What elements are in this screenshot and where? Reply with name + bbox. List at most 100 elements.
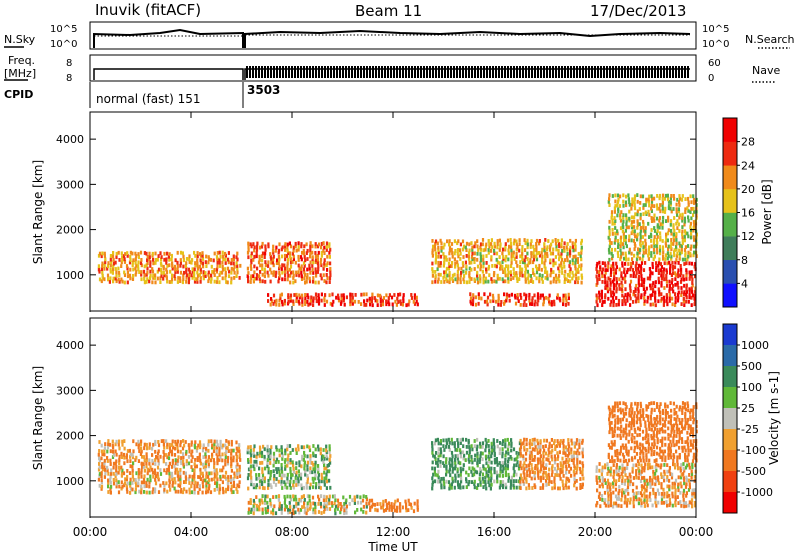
- velocity-cell: [163, 452, 166, 457]
- velocity-cell: [246, 476, 250, 481]
- velocity-cell: [221, 486, 224, 491]
- velocity-cell: [669, 446, 672, 451]
- power-cell: [654, 299, 657, 303]
- velocity-cell: [565, 476, 568, 481]
- power-cell: [687, 218, 690, 223]
- velocity-cell: [624, 497, 627, 502]
- velocity-cell: [181, 490, 185, 495]
- velocity-cell: [131, 464, 134, 469]
- velocity-cell: [613, 439, 616, 444]
- power-cell: [443, 270, 446, 275]
- velocity-cell: [456, 480, 460, 484]
- power-cell: [283, 277, 287, 282]
- velocity-colorbar-segment: [723, 429, 737, 451]
- power-cell: [670, 209, 673, 214]
- velocity-cell: [639, 401, 642, 406]
- velocity-cell: [579, 477, 582, 481]
- power-cell: [435, 255, 438, 259]
- power-cell: [103, 251, 106, 256]
- velocity-cell: [693, 503, 697, 508]
- velocity-cell: [680, 484, 683, 489]
- power-cell: [137, 255, 140, 260]
- power-cell: [226, 266, 230, 271]
- velocity-cell: [499, 480, 502, 484]
- power-cell: [671, 284, 675, 288]
- power-cell: [437, 263, 440, 268]
- velocity-cell: [151, 459, 154, 463]
- velocity-cell: [561, 456, 564, 461]
- velocity-cell: [504, 442, 507, 446]
- power-cell: [532, 254, 536, 259]
- power-cell: [607, 296, 610, 301]
- power-cell: [354, 293, 357, 297]
- power-cell: [351, 295, 354, 300]
- velocity-cell: [668, 469, 671, 474]
- power-cell: [515, 251, 518, 256]
- velocity-cell: [156, 465, 160, 470]
- power-cell: [476, 276, 479, 281]
- velocity-cell: [529, 438, 532, 443]
- velocity-cell: [302, 485, 305, 490]
- velocity-cell: [457, 441, 460, 446]
- power-cell: [631, 268, 635, 272]
- velocity-cell: [573, 483, 576, 488]
- power-cell: [672, 289, 675, 294]
- velocity-cell: [642, 436, 645, 441]
- power-cell: [524, 279, 527, 284]
- power-cell: [274, 248, 277, 253]
- velocity-cell: [412, 509, 416, 514]
- velocity-cell: [695, 424, 698, 429]
- velocity-cell: [227, 449, 230, 453]
- velocity-cell: [471, 447, 474, 452]
- power-cell: [598, 290, 601, 295]
- power-cell: [487, 248, 490, 252]
- power-cell: [329, 266, 332, 271]
- velocity-cell: [238, 468, 241, 472]
- power-cell: [468, 274, 471, 278]
- power-cell: [608, 225, 611, 230]
- velocity-cell: [664, 417, 667, 422]
- power-cell: [388, 302, 391, 307]
- velocity-cell: [610, 421, 613, 425]
- velocity-cell: [131, 468, 134, 473]
- velocity-cell: [159, 468, 162, 472]
- velocity-cell: [668, 497, 671, 502]
- velocity-cell: [565, 467, 568, 471]
- velocity-cell: [137, 442, 141, 447]
- velocity-cell: [313, 469, 317, 474]
- velocity-cell: [135, 471, 138, 476]
- power-cell: [673, 253, 676, 258]
- velocity-cell: [305, 482, 308, 486]
- velocity-cell: [176, 442, 179, 447]
- velocity-cell: [263, 486, 266, 491]
- power-cell: [516, 264, 519, 268]
- velocity-cell: [618, 468, 621, 473]
- power-cell: [523, 238, 526, 242]
- power-cell: [616, 203, 619, 208]
- power-cell: [610, 270, 613, 275]
- power-cell: [524, 273, 527, 278]
- power-cell: [131, 277, 135, 281]
- power-cell: [315, 296, 318, 300]
- power-cell: [673, 228, 676, 233]
- velocity-cell: [300, 486, 303, 491]
- velocity-cell: [647, 414, 650, 419]
- power-cell: [278, 242, 281, 247]
- power-cell: [539, 295, 542, 300]
- power-cell: [642, 203, 645, 207]
- velocity-cell: [159, 472, 163, 476]
- power-cell: [112, 279, 115, 284]
- velocity-cell: [292, 483, 295, 488]
- power-cell: [457, 254, 460, 259]
- power-cell: [693, 299, 697, 304]
- power-cell: [568, 270, 571, 274]
- power-cell: [662, 250, 665, 254]
- power-cell: [526, 263, 529, 268]
- power-cell: [246, 250, 250, 255]
- velocity-cell: [687, 448, 690, 453]
- power-cell: [482, 273, 485, 278]
- power-cell: [250, 251, 253, 256]
- power-cell: [357, 300, 360, 304]
- velocity-cell: [688, 482, 691, 487]
- velocity-cell: [493, 460, 497, 465]
